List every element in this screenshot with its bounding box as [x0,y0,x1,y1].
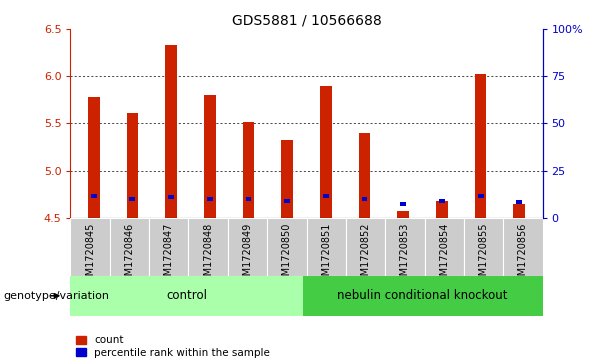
Bar [168,195,174,199]
Text: GSM1720855: GSM1720855 [479,223,489,288]
Text: GSM1720853: GSM1720853 [400,223,410,288]
Bar [424,218,464,276]
Bar [110,218,149,276]
Bar [514,204,525,218]
Bar [516,200,522,204]
Bar [397,211,409,218]
Bar [129,197,135,201]
Bar [91,194,97,198]
Bar [189,218,228,276]
Bar [362,197,367,201]
Text: GSM1720845: GSM1720845 [85,223,95,288]
Bar [478,194,484,198]
Bar [243,122,254,218]
Bar [127,113,138,218]
Text: GSM1720846: GSM1720846 [124,223,134,288]
Text: GSM1720856: GSM1720856 [518,223,528,288]
Text: genotype/variation: genotype/variation [3,291,109,301]
Bar [306,218,346,276]
Text: control: control [166,289,207,302]
Bar [439,199,445,203]
Bar [464,218,503,276]
Bar [436,201,447,218]
Bar [70,276,303,316]
Bar [70,218,110,276]
Text: GSM1720849: GSM1720849 [243,223,253,288]
Bar [267,218,306,276]
Bar [385,218,425,276]
Bar [303,276,543,316]
Bar [359,133,370,218]
Bar [204,95,216,218]
Bar [323,194,329,198]
Bar [284,199,290,203]
Text: nebulin conditional knockout: nebulin conditional knockout [337,289,508,302]
Text: GSM1720854: GSM1720854 [439,223,449,288]
Bar [475,74,486,218]
Bar [400,201,406,206]
Bar [281,140,293,218]
Text: GSM1720847: GSM1720847 [164,223,174,288]
Bar [88,97,99,218]
Bar [503,218,543,276]
Bar [346,218,385,276]
Text: GSM1720851: GSM1720851 [321,223,331,288]
Bar [149,218,189,276]
Bar [207,197,213,201]
Bar [320,86,332,218]
Text: GSM1720852: GSM1720852 [360,223,370,288]
Text: GSM1720848: GSM1720848 [203,223,213,288]
Bar [246,197,251,201]
Text: GSM1720850: GSM1720850 [282,223,292,288]
Title: GDS5881 / 10566688: GDS5881 / 10566688 [232,14,381,28]
Bar [228,218,267,276]
Legend: count, percentile rank within the sample: count, percentile rank within the sample [75,335,270,358]
Bar [166,45,177,218]
